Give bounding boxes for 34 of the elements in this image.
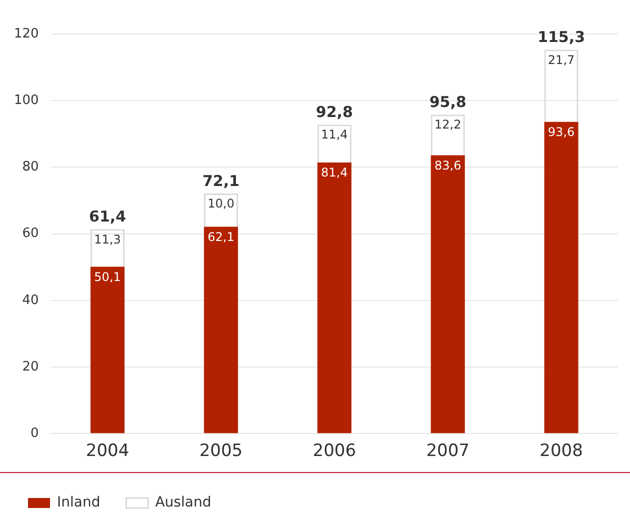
x-tick-label: 2005 <box>199 441 243 462</box>
y-tick-label: 0 <box>30 426 39 441</box>
y-tick-label: 40 <box>22 292 39 308</box>
bar <box>90 266 125 434</box>
data-label: 50,1 <box>94 270 121 284</box>
data-label: 83,6 <box>434 158 462 172</box>
data-label: 62,1 <box>208 230 234 244</box>
y-tick-label: 120 <box>14 26 39 42</box>
total-label: 72,1 <box>202 172 240 190</box>
data-label: 93,6 <box>548 125 575 140</box>
data-label: 81,4 <box>321 166 348 180</box>
x-tick-label: 2006 <box>312 441 356 462</box>
total-label: 95,8 <box>429 92 466 111</box>
legend-label: Inland <box>57 494 100 511</box>
y-tick-label: 100 <box>14 92 39 108</box>
data-label: 11,3 <box>94 232 121 246</box>
total-label: 92,8 <box>316 102 353 121</box>
legend-label: Ausland <box>155 494 212 511</box>
data-label: 12,2 <box>434 118 462 132</box>
y-tick-label: 80 <box>22 160 39 175</box>
data-label: 21,7 <box>548 52 575 67</box>
total-label: 61,4 <box>89 208 126 226</box>
data-label: 11,4 <box>321 128 348 142</box>
total-label: 115,3 <box>538 28 586 46</box>
bar <box>430 155 465 434</box>
x-tick-label: 2004 <box>86 441 130 462</box>
x-tick-label: 2007 <box>426 441 470 462</box>
bar <box>544 122 578 434</box>
y-tick-label: 60 <box>22 226 39 242</box>
data-label: 10,0 <box>208 196 234 211</box>
x-tick-label: 2008 <box>540 441 583 462</box>
bar <box>204 226 238 434</box>
y-tick-label: 20 <box>22 359 39 374</box>
bar <box>317 162 352 434</box>
